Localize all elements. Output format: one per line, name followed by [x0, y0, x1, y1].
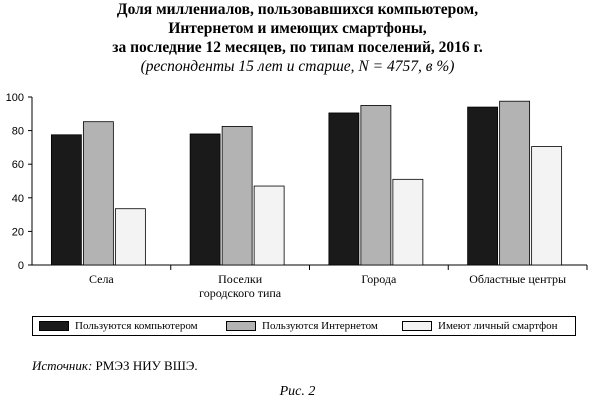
bar [328, 112, 360, 266]
legend-item-internet: Пользуются Интернетом [226, 319, 378, 333]
y-tick-label: 60 [12, 159, 24, 171]
bar [253, 185, 285, 266]
legend-swatch-internet [226, 321, 256, 331]
legend-label-computer: Пользуются компьютером [75, 320, 198, 332]
source-note: Источник: РМЭЗ НИУ ВШЭ. [32, 358, 198, 374]
x-category-label: Города [361, 272, 397, 286]
y-tick-label: 80 [12, 126, 24, 138]
legend-swatch-computer [39, 321, 69, 331]
chart-subtitle: (респонденты 15 лет и старше, N = 4757, … [140, 58, 455, 75]
title-line-3: за последние 12 месяцев, по типам поселе… [112, 39, 483, 56]
legend-item-smartphone: Имеют личный смартфон [402, 319, 558, 333]
source-text: РМЭЗ НИУ ВШЭ. [92, 358, 198, 373]
bar [189, 133, 221, 266]
title-line-1: Доля миллениалов, пользовавшихся компьют… [116, 1, 479, 18]
legend-label-internet: Пользуются Интернетом [262, 320, 378, 332]
source-lead: Источник: [32, 358, 93, 373]
title-line-2: Интернетом и имеющих смартфоны, [168, 20, 427, 37]
bar [360, 104, 392, 266]
legend-label-smartphone: Имеют личный смартфон [438, 320, 558, 332]
chart-title: Доля миллениалов, пользовавшихся компьют… [0, 0, 595, 76]
figure-caption: Рис. 2 [279, 384, 316, 399]
bar [467, 106, 499, 266]
bar [50, 134, 82, 266]
bar [221, 126, 253, 266]
y-tick-label: 40 [12, 193, 24, 205]
bar [531, 146, 563, 266]
legend: Пользуются компьютером Пользуются Интерн… [32, 316, 576, 336]
bar [499, 100, 531, 266]
x-category-label: Поселки [218, 272, 263, 286]
y-tick-label: 0 [18, 260, 24, 272]
legend-item-computer: Пользуются компьютером [39, 319, 198, 333]
x-category-label: Областные центры [469, 272, 566, 286]
x-category-label: Села [89, 272, 114, 286]
bar [114, 208, 146, 266]
bar [392, 178, 424, 266]
y-tick-label: 100 [6, 92, 24, 104]
legend-swatch-smartphone [402, 321, 432, 331]
bar [82, 121, 114, 266]
y-tick-label: 20 [12, 226, 24, 238]
x-category-label: городского типа [199, 286, 282, 300]
